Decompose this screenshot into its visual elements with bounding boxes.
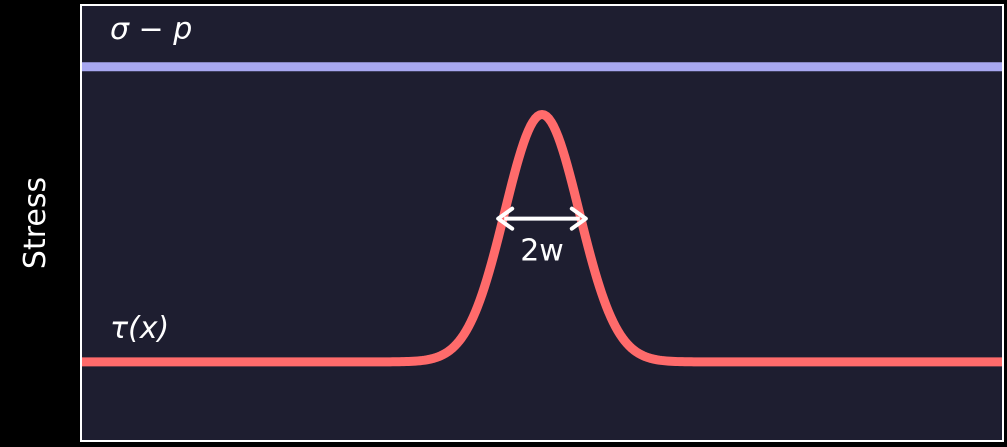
series-line-tau [79,110,1005,367]
width-arrow-left-head [496,206,515,231]
plot-area [82,6,1002,440]
series-layer [79,62,1005,367]
plot-frame [80,4,1004,442]
y-axis-label: Stress [18,177,53,269]
series-label-sigma-minus-p: σ − p [110,12,192,47]
annotation-layer: 2w [496,206,588,269]
label-layer: σ − p τ(x) Stress [18,12,192,346]
width-annotation-label: 2w [520,234,564,269]
series-label-tau: τ(x) [110,311,169,346]
width-arrow-right-head [569,206,588,231]
